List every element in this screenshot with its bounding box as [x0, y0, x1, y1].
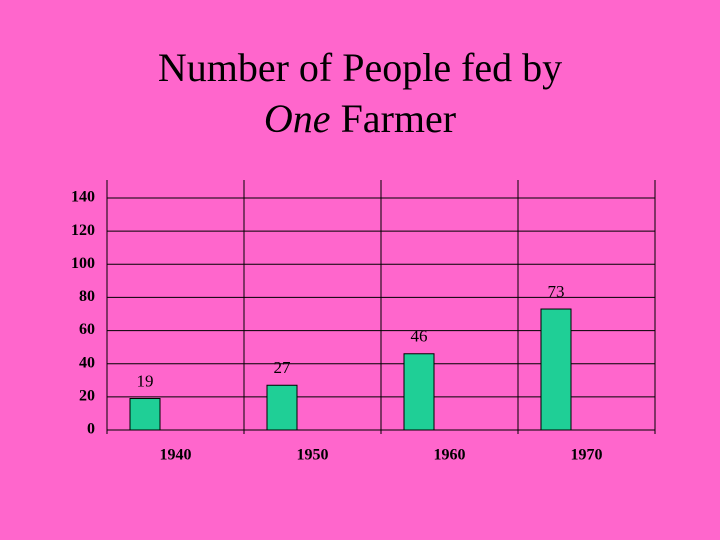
x-tick-label: 1950	[297, 447, 329, 464]
y-tick-label: 100	[71, 255, 95, 272]
title-end: Farmer	[341, 96, 457, 141]
y-tick-label: 40	[79, 354, 95, 371]
y-tick-label: 140	[71, 189, 95, 206]
title-emphasis: One	[264, 96, 331, 141]
y-tick-label: 0	[87, 421, 95, 438]
bar	[266, 384, 298, 431]
value-label: 73	[548, 282, 565, 301]
chart-title: One Farmer	[264, 96, 456, 141]
y-tick-label: 60	[79, 321, 95, 338]
y-tick-label: 80	[79, 288, 95, 305]
y-tick-label: 20	[79, 388, 95, 405]
value-label: 46	[411, 327, 428, 346]
chart-title: Number of People fed by	[158, 45, 562, 90]
value-label: 27	[274, 358, 292, 377]
bar	[540, 308, 572, 431]
x-tick-label: 1960	[434, 447, 466, 464]
bar	[403, 353, 435, 431]
value-label: 19	[137, 371, 154, 390]
y-tick-label: 120	[71, 222, 95, 239]
bar	[129, 398, 161, 431]
x-tick-label: 1940	[160, 447, 192, 464]
x-tick-label: 1970	[571, 447, 603, 464]
